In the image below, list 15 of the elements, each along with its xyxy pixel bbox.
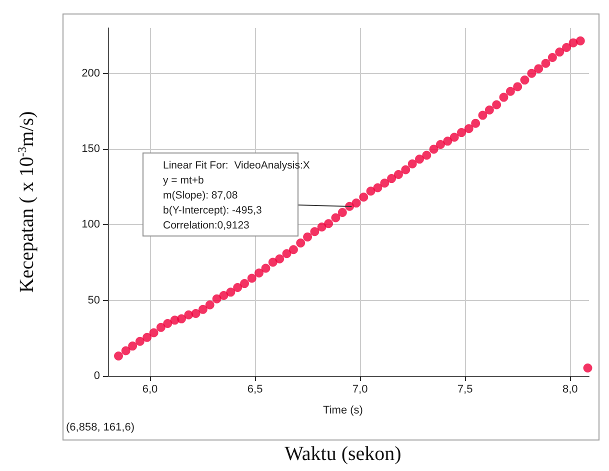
- x-tick-label: 8,0: [562, 384, 578, 396]
- annotation: Linear Fit For: VideoAnalysis:X y = mt+b m(Slope): 87,08 b(Y-Intercept): -495,3 Correlation:0,9123: [163, 160, 310, 232]
- text: Time (s): [323, 404, 363, 416]
- x-tick-label: 6,0: [142, 384, 158, 396]
- y-tick-label: 50: [88, 294, 100, 306]
- x-tick-label: 6,5: [247, 384, 263, 396]
- x-axis-title: Waktu (sekon): [284, 443, 402, 465]
- y-tick-label: 100: [82, 218, 100, 231]
- x-tick-label: 7,5: [457, 384, 473, 396]
- y-tick-label: 0: [94, 370, 100, 382]
- y-tick-label: 200: [82, 67, 100, 80]
- x-tick-label: 7,0: [352, 384, 368, 396]
- y-axis-title: Kecepatan ( x 10-3m/s): [15, 111, 38, 293]
- text: (6,858, 161,6): [66, 422, 134, 434]
- y-tick-label: 150: [82, 143, 100, 156]
